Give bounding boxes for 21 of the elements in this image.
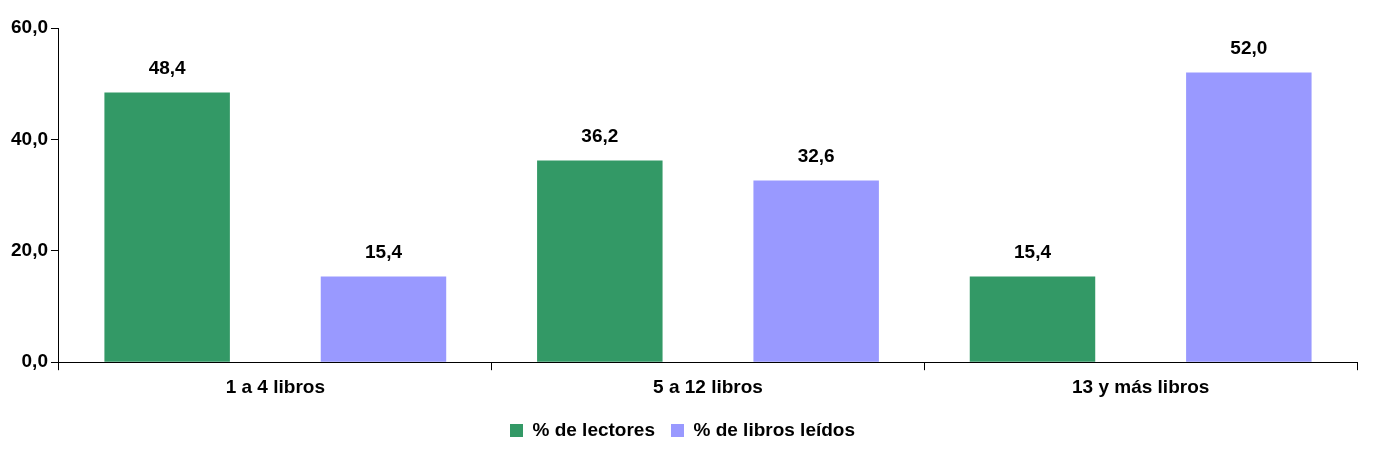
- legend-label: % de libros leídos: [693, 418, 856, 440]
- data-label: 15,4: [1014, 241, 1052, 263]
- data-label: 52,0: [1230, 37, 1268, 59]
- y-tick-label: 20,0: [11, 239, 48, 261]
- y-tick-label: 0,0: [21, 350, 48, 372]
- bar: [753, 180, 879, 362]
- data-label: 32,6: [797, 145, 835, 167]
- data-label: 15,4: [364, 241, 403, 263]
- data-label: 36,2: [581, 125, 619, 147]
- bar: [537, 160, 663, 362]
- y-tick-label: 40,0: [11, 127, 48, 149]
- legend-label: % de lectores: [532, 418, 655, 440]
- data-label: 48,4: [148, 57, 187, 79]
- x-tick-label: 5 a 12 libros: [653, 375, 763, 397]
- x-tick-label: 1 a 4 libros: [225, 375, 325, 397]
- bar: [104, 92, 230, 362]
- bar: [320, 276, 447, 362]
- bar: [969, 276, 1096, 362]
- bar: [1186, 72, 1312, 362]
- x-tick-label: 13 y más libros: [1072, 375, 1210, 397]
- y-tick-label: 60,0: [11, 16, 48, 38]
